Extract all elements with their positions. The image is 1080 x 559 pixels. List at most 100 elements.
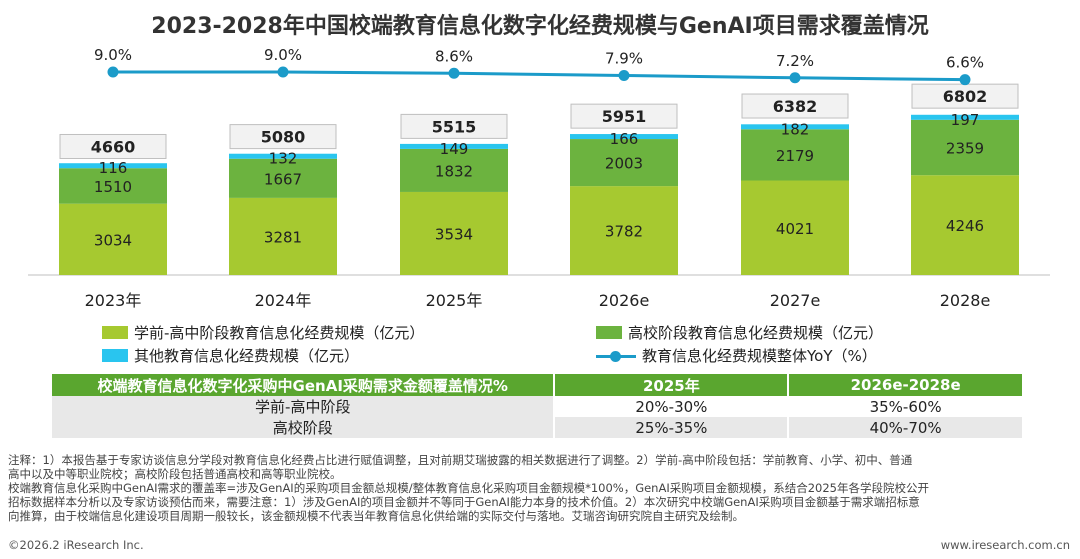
bar-segment: [741, 180, 849, 275]
table-cell: 35%-60%: [788, 396, 1024, 417]
table-header-row: 校端教育信息化数字化采购中GenAI采购需求金额覆盖情况% 2025年 2026…: [52, 374, 1024, 396]
total-label: 6802: [943, 87, 988, 106]
legend-label-yoy: 教育信息化经费规模整体YoY（%）: [642, 347, 877, 365]
legend-label-university: 高校阶段教育信息化经费规模（亿元）: [628, 324, 884, 342]
yoy-line: [113, 70, 966, 82]
data-label: 166: [610, 130, 639, 148]
x-tick-label: 2028e: [940, 291, 991, 310]
bar-segment: [911, 119, 1019, 176]
data-label: 3281: [264, 228, 302, 246]
bar-segment: [400, 143, 508, 149]
bar-segment: [911, 175, 1019, 275]
legend-label-k12: 学前-高中阶段教育信息化经费规模（亿元）: [134, 324, 425, 342]
legend-swatch-university: [596, 326, 622, 339]
legend-label-other: 其他教育信息化经费规模（亿元）: [134, 347, 360, 365]
table-header: 2026e-2028e: [788, 374, 1024, 396]
x-tick-label: 2024年: [255, 291, 312, 310]
note-line: 向推算，由于校端信息化建设项目周期一般较长，该金额规模不代表当年教育信息化供给端…: [8, 509, 744, 523]
bar-segment: [229, 158, 337, 198]
yoy-label: 9.0%: [94, 46, 132, 64]
data-label: 1832: [435, 162, 473, 180]
total-label: 5515: [432, 117, 477, 136]
bar-segment: [59, 163, 167, 169]
total-label: 5951: [602, 107, 647, 126]
note-line: 校端教育信息化采购中GenAI需求的覆盖率=涉及GenAI的采购项目金额总规模/…: [8, 481, 929, 495]
data-label: 149: [440, 140, 469, 158]
total-box: [59, 133, 167, 159]
bar-segment: [570, 139, 678, 187]
bar-segment: [229, 197, 337, 275]
footer-copyright: ©2026.2 iResearch Inc.: [8, 538, 144, 552]
data-label: 1667: [264, 170, 302, 188]
yoy-point: [618, 70, 630, 82]
total-label: 5080: [261, 128, 306, 147]
note-line: 注释：1）本报告基于专家访谈信息分学段对教育信息化经费占比进行赋值调整，且对前期…: [8, 453, 913, 467]
x-tick-label: 2025年: [426, 291, 483, 310]
table-row: 学前-高中阶段 20%-30% 35%-60%: [52, 396, 1024, 417]
coverage-table: 校端教育信息化数字化采购中GenAI采购需求金额覆盖情况% 2025年 2026…: [52, 374, 1024, 438]
data-label: 132: [269, 150, 298, 168]
yoy-label: 7.9%: [605, 50, 643, 68]
legend-swatch-other: [102, 349, 128, 362]
bar-segment: [741, 124, 849, 130]
data-label: 197: [951, 111, 980, 129]
yoy-point: [789, 72, 801, 84]
chart-title: 2023-2028年中国校端教育信息化数字化经费规模与GenAI项目需求覆盖情况: [151, 14, 929, 39]
yoy-point: [107, 66, 119, 78]
table-cell: 40%-70%: [788, 417, 1024, 438]
bar-segment: [400, 148, 508, 192]
legend-swatch-k12: [102, 326, 128, 339]
total-box: [570, 103, 678, 129]
bar-segment: [741, 129, 849, 181]
table-header: 校端教育信息化数字化采购中GenAI采购需求金额覆盖情况%: [52, 374, 556, 396]
data-label: 4246: [946, 217, 984, 235]
total-box: [911, 83, 1019, 109]
x-tick-label: 2027e: [770, 291, 821, 310]
data-label: 3034: [94, 231, 132, 249]
data-label: 1510: [94, 178, 132, 196]
bar-segment: [400, 191, 508, 275]
data-label: 2179: [776, 147, 814, 165]
note-line: 招标数据样本分析以及专家访谈预估而来，需要注意：1）涉及GenAI的项目金额并不…: [8, 495, 920, 509]
data-label: 2359: [946, 140, 984, 158]
yoy-point: [448, 67, 460, 79]
data-label: 4021: [776, 220, 814, 238]
note-line: 高中以及中等职业院校；高校阶段包括普通高校和高等职业院校。: [8, 467, 342, 481]
data-label: 3534: [435, 225, 473, 243]
data-label: 182: [781, 120, 810, 138]
table-cell: 25%-35%: [554, 417, 790, 438]
notes: 注释：1）本报告基于专家访谈信息分学段对教育信息化经费占比进行赋值调整，且对前期…: [8, 453, 1074, 523]
legend-item-yoy: 教育信息化经费规模整体YoY（%）: [596, 345, 877, 366]
table-row: 高校阶段 25%-35% 40%-70%: [52, 417, 1024, 438]
yoy-label: 7.2%: [776, 52, 814, 70]
bar-segment: [570, 134, 678, 140]
yoy-label: 6.6%: [946, 54, 984, 72]
legend-item-k12: 学前-高中阶段教育信息化经费规模（亿元）: [102, 322, 424, 343]
legend-item-other: 其他教育信息化经费规模（亿元）: [102, 345, 359, 366]
bar-segment: [59, 168, 167, 204]
legend-item-university: 高校阶段教育信息化经费规模（亿元）: [596, 322, 883, 343]
legend-swatch-yoy: [596, 350, 636, 362]
total-label: 4660: [91, 137, 136, 156]
yoy-label: 8.6%: [435, 47, 473, 65]
total-box: [229, 124, 337, 150]
bar-segment: [229, 153, 337, 159]
yoy-label: 9.0%: [264, 46, 302, 64]
total-label: 6382: [773, 97, 818, 116]
yoy-point: [959, 74, 971, 86]
footer-website: www.iresearch.com.cn: [940, 538, 1070, 552]
bar-segment: [911, 114, 1019, 120]
table-cell: 20%-30%: [554, 396, 790, 417]
x-tick-label: 2023年: [85, 291, 142, 310]
table-cell: 学前-高中阶段: [52, 396, 556, 417]
yoy-point: [277, 66, 289, 78]
x-tick-label: 2026e: [599, 291, 650, 310]
bar-segment: [570, 186, 678, 275]
data-label: 116: [99, 159, 128, 177]
bar-segment: [59, 203, 167, 275]
table-cell: 高校阶段: [52, 417, 556, 438]
table-header: 2025年: [554, 374, 790, 396]
data-label: 2003: [605, 155, 643, 173]
data-label: 3782: [605, 223, 643, 241]
